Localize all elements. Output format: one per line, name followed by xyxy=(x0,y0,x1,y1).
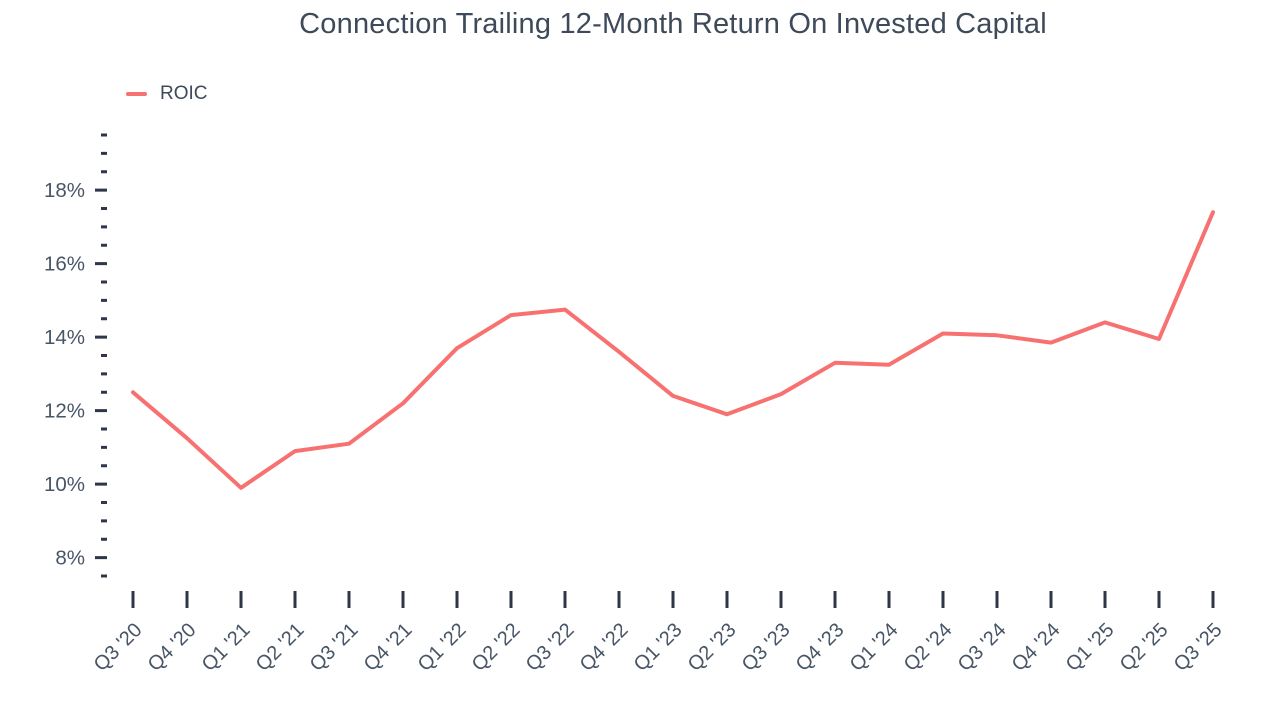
x-axis-tick-label: Q1 '21 xyxy=(198,619,255,676)
x-axis-tick-label: Q3 '20 xyxy=(90,619,147,676)
x-axis-tick-label: Q1 '22 xyxy=(414,619,471,676)
x-axis-tick-label: Q4 '24 xyxy=(1008,619,1065,676)
x-axis-tick-label: Q3 '24 xyxy=(954,619,1011,676)
x-axis-tick-label: Q3 '21 xyxy=(306,619,363,676)
legend-item-roic[interactable]: ROIC xyxy=(126,83,208,105)
x-axis-tick-label: Q2 '22 xyxy=(468,619,525,676)
y-axis-tick-label: 18% xyxy=(44,179,85,202)
y-axis-tick-label: 10% xyxy=(44,473,85,496)
x-axis-tick-label: Q4 '23 xyxy=(792,619,849,676)
x-axis-tick-label: Q2 '25 xyxy=(1116,619,1173,676)
x-axis-tick-label: Q2 '24 xyxy=(900,619,957,676)
legend-label: ROIC xyxy=(160,83,208,104)
x-axis-tick-label: Q1 '24 xyxy=(846,619,903,676)
x-axis-tick-label: Q2 '21 xyxy=(252,619,309,676)
x-axis-tick-label: Q3 '23 xyxy=(738,619,795,676)
y-axis-tick-label: 16% xyxy=(44,253,85,276)
y-axis-tick-label: 12% xyxy=(44,400,85,423)
x-axis-tick-label: Q2 '23 xyxy=(684,619,741,676)
chart-title: Connection Trailing 12-Month Return On I… xyxy=(299,8,1047,40)
x-axis-tick-label: Q1 '23 xyxy=(630,619,687,676)
legend-swatch-icon xyxy=(126,92,147,96)
x-axis-tick-label: Q3 '25 xyxy=(1170,619,1227,676)
y-axis-tick-label: 8% xyxy=(55,547,85,570)
x-axis-tick-label: Q3 '22 xyxy=(522,619,579,676)
y-axis-tick-label: 14% xyxy=(44,326,85,349)
x-axis-tick-label: Q4 '22 xyxy=(576,619,633,676)
x-axis-tick-label: Q4 '21 xyxy=(360,619,417,676)
series-line-roic xyxy=(131,210,1215,490)
x-axis-tick-label: Q4 '20 xyxy=(144,619,201,676)
x-axis-tick-label: Q1 '25 xyxy=(1062,619,1119,676)
legend: ROIC xyxy=(126,83,208,105)
